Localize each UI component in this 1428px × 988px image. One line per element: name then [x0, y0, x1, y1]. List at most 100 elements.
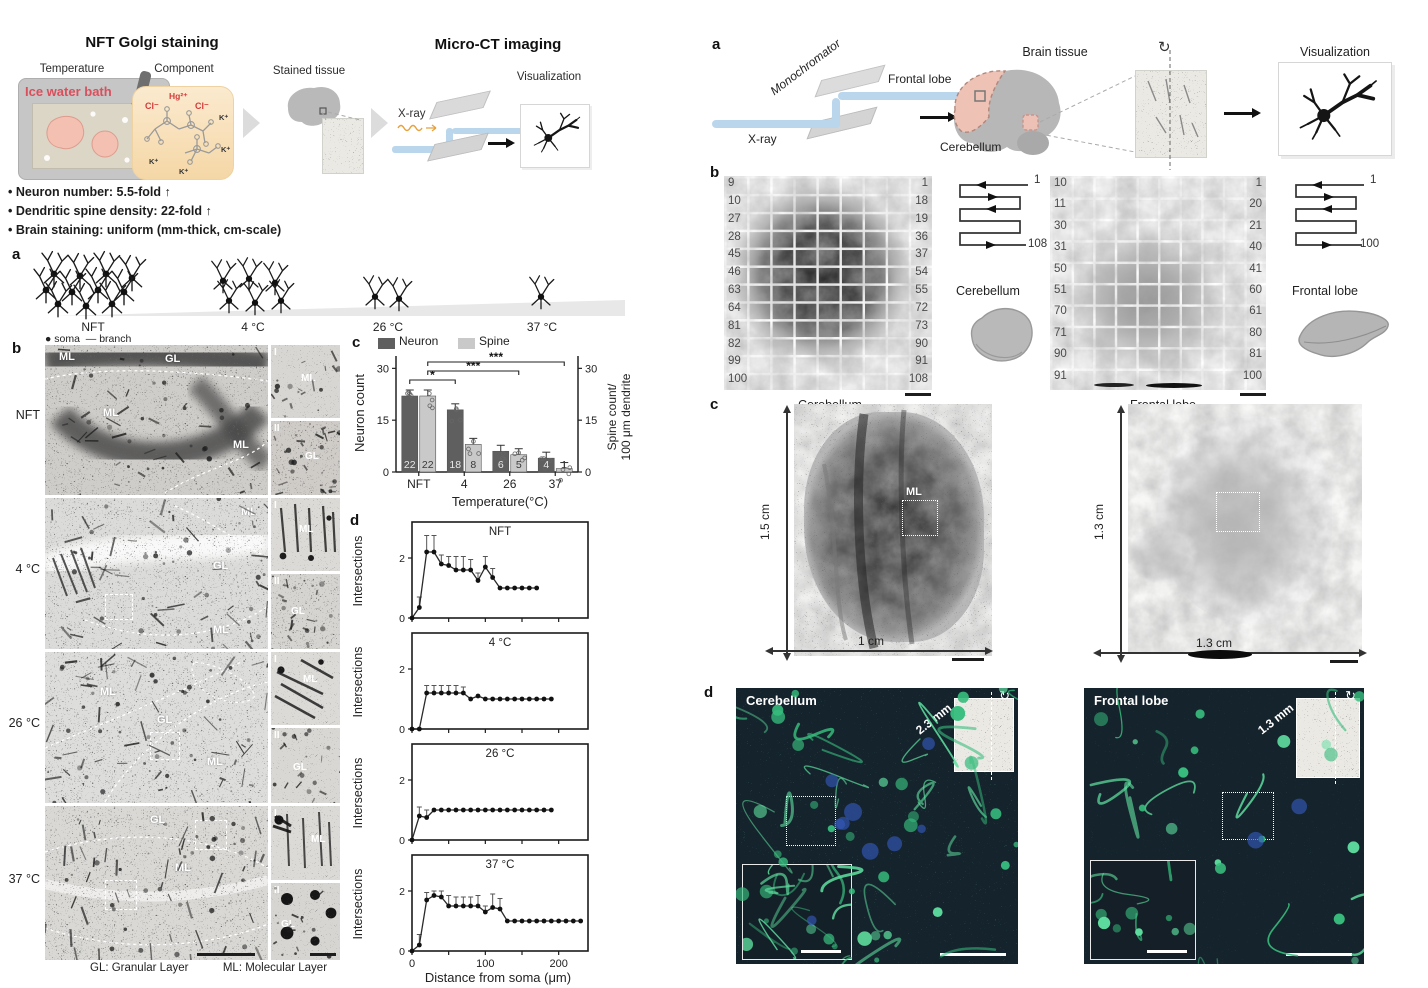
inset-scale-bar [801, 949, 841, 953]
branch-dash-icon: — [85, 333, 97, 345]
inset-4c-ml: I ML [271, 498, 340, 571]
tile-number-right: 20 [1249, 198, 1262, 211]
svg-text:***: *** [489, 350, 503, 364]
depth-label-frontal: 1.3 mm [1254, 700, 1296, 738]
visualization-screen-right [1278, 62, 1392, 156]
panel-label-a-right: a [712, 36, 721, 53]
scale-bar [905, 393, 931, 396]
svg-text:NFT: NFT [407, 477, 431, 491]
tile-number-left: 31 [1054, 241, 1067, 254]
inset-37c-ml: I ML [271, 806, 340, 880]
nft-neuron-cluster [33, 250, 147, 320]
zoom-roi-box [1222, 792, 1274, 840]
height-label-cerebellum: 1.5 cm [758, 504, 772, 541]
beam-left-2 [452, 128, 544, 134]
roi-box [150, 732, 180, 760]
depth-label-cerebellum: 2.3 mm [912, 700, 954, 738]
serp-end-fl: 100 [1360, 238, 1380, 250]
panel-label-a-left: a [12, 246, 21, 263]
svg-text:22: 22 [404, 459, 416, 471]
cerebellum-fluor-label: Cerebellum [746, 693, 817, 708]
width-label-cerebellum: 1 cm [858, 634, 885, 648]
ylabel-intersections-2: Intersections [351, 646, 365, 718]
legend-swatch-spine [458, 338, 475, 349]
scale-bar [310, 953, 336, 956]
svg-text:4: 4 [543, 459, 549, 471]
inset-4c-gl: II GL [271, 574, 340, 649]
visualization-label-right: Visualization [1300, 45, 1370, 59]
inset-scale-bar [1147, 949, 1187, 953]
ylabel-neuron-count: Neuron count [352, 373, 367, 453]
ylabel-spine-line1: Spine count/ [605, 383, 619, 451]
tile-number-right: 100 [1242, 369, 1262, 382]
tile-number-right: 1 [921, 177, 928, 189]
sholl-svg: 0 2 0 100 200 37 °C [399, 854, 589, 970]
svg-text:15: 15 [377, 415, 389, 427]
inset-region-ml: ML [303, 674, 318, 685]
inset-numeral: II [274, 576, 280, 587]
bullet-brain-staining: • Brain staining: uniform (mm-thick, cm-… [8, 223, 282, 237]
region-label-ml: ML [100, 686, 116, 698]
tile-number-left: 63 [728, 284, 741, 296]
tile-number-right: 40 [1249, 241, 1262, 254]
panel-label-b-left: b [12, 340, 22, 357]
region-label-ml: ML [241, 506, 257, 518]
tile-number-left: 28 [728, 230, 741, 243]
sholl-plot-nft: 0 2 NFT [386, 518, 596, 625]
cerebellum-shape-icon [970, 308, 1033, 362]
tile-number-right: 73 [915, 319, 928, 332]
svg-text:22: 22 [422, 459, 434, 471]
roi-box-frontal [1216, 492, 1260, 532]
frontal-fluor-label: Frontal lobe [1094, 693, 1169, 708]
tile-number-left: 71 [1054, 326, 1067, 339]
tile-number-left: 99 [728, 355, 741, 368]
arrow-cube-to-screen [1224, 108, 1261, 117]
tissue-blobs [44, 111, 130, 163]
xray-label-right: X-ray [748, 132, 777, 146]
svg-text:NFT: NFT [489, 526, 511, 538]
serpentine-scan-cerebellum [959, 181, 1028, 249]
scale-bar [197, 953, 255, 956]
temp-label-nft: NFT [81, 320, 105, 334]
tile-number-right: 108 [908, 373, 928, 386]
panel-label-d-right: d [704, 684, 714, 701]
row-label-4c: 4 °C [15, 562, 40, 576]
volume-cube-inset [954, 698, 1014, 772]
svg-text:0: 0 [399, 613, 405, 624]
arrow-beam-to-brain [920, 112, 957, 121]
volume-cube-inset [1296, 698, 1360, 778]
row-label-nft: NFT [15, 408, 40, 422]
inset-region-gl: GL [281, 919, 295, 930]
svg-text:4 °C: 4 °C [489, 637, 512, 649]
frontal-ct-mosaic: 10 11 30 31 50 51 70 71 90 91 1 20 21 40 41 60 61 80 81 100 [1050, 176, 1266, 390]
rotation-icon-white: ↻ [1345, 688, 1356, 703]
footer-gl: GL: Granular Layer [90, 962, 189, 974]
tile-number-right: 72 [915, 301, 928, 314]
region-label-gl: GL [165, 353, 181, 365]
svg-text:2: 2 [399, 886, 405, 898]
ml-roi-label: ML [906, 486, 922, 498]
sholl-svg: 0 2 4 °C [399, 632, 589, 736]
fluorescence-texture [1091, 861, 1195, 941]
arrow-to-screen-left [488, 138, 515, 147]
zoom-inset [742, 864, 852, 960]
golgi-title: NFT Golgi staining [85, 34, 219, 51]
tile-number-left: 27 [728, 212, 741, 225]
neuron-density-diagram [33, 250, 625, 320]
xlabel-distance: Distance from soma (μm) [424, 970, 572, 985]
tile-number-left: 51 [1054, 284, 1067, 296]
svg-text:18: 18 [449, 459, 461, 471]
svg-text:*: * [430, 368, 435, 382]
cerebellum-label-brain: Cerebellum [940, 140, 1002, 154]
tile-number-right: 1 [1255, 177, 1262, 189]
micrograph-nft: ML GL ML ML [45, 345, 268, 495]
region-label-gl: GL [157, 714, 173, 726]
rotation-icon: ↻ [1158, 39, 1171, 56]
image-artifact [1188, 650, 1252, 659]
component-box: Hg²⁺ Cl⁻ Cl⁻ K⁺ K⁺ K⁺ K⁺ [132, 86, 234, 180]
micrograph-4c: ML GL ML [45, 498, 268, 649]
tile-number-left: 91 [1054, 369, 1067, 382]
temp-label-37c: 37 °C [526, 320, 558, 334]
tile-number-left: 30 [1054, 219, 1067, 232]
mosaic-artifact [1146, 383, 1202, 388]
